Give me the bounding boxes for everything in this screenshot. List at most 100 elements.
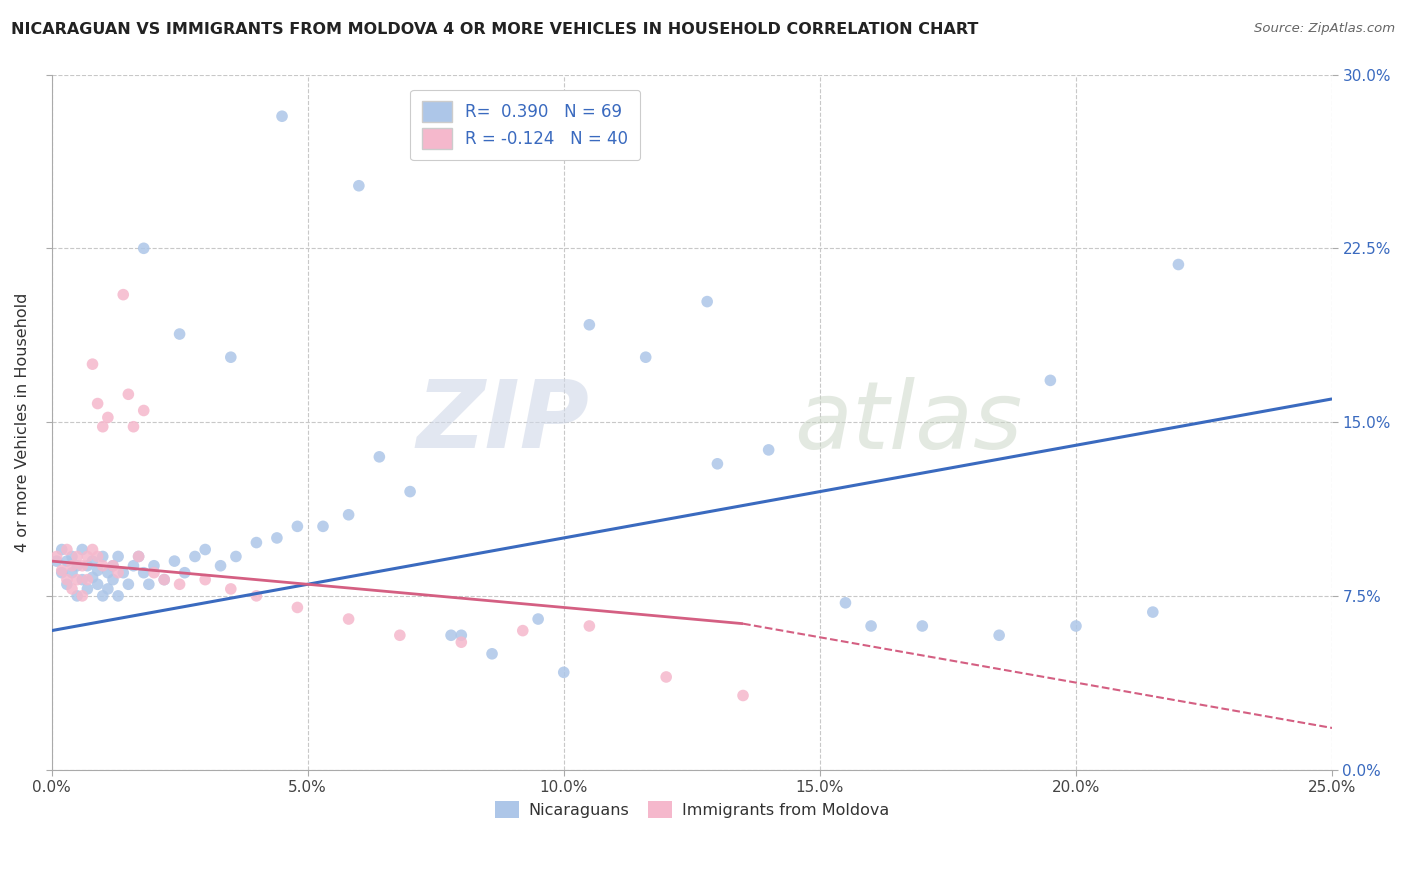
Point bbox=[128, 549, 150, 564]
Point bbox=[72, 573, 94, 587]
Point bbox=[312, 519, 335, 533]
Point bbox=[368, 450, 391, 464]
Point bbox=[1064, 619, 1087, 633]
Point bbox=[56, 554, 79, 568]
Point bbox=[86, 549, 108, 564]
Point bbox=[163, 554, 186, 568]
Point bbox=[138, 577, 160, 591]
Point bbox=[60, 582, 83, 596]
Point bbox=[107, 549, 129, 564]
Point bbox=[76, 582, 98, 596]
Point bbox=[634, 350, 657, 364]
Point bbox=[101, 558, 124, 573]
Point bbox=[194, 573, 217, 587]
Point bbox=[101, 573, 124, 587]
Point bbox=[91, 549, 114, 564]
Point bbox=[143, 566, 166, 580]
Point bbox=[337, 612, 360, 626]
Point bbox=[60, 566, 83, 580]
Point bbox=[82, 570, 104, 584]
Point bbox=[440, 628, 463, 642]
Point bbox=[97, 582, 120, 596]
Point bbox=[245, 589, 267, 603]
Point bbox=[834, 596, 856, 610]
Point bbox=[51, 563, 73, 577]
Point bbox=[731, 689, 754, 703]
Point bbox=[97, 410, 120, 425]
Point bbox=[219, 350, 242, 364]
Point bbox=[66, 549, 89, 564]
Point bbox=[91, 558, 114, 573]
Text: NICARAGUAN VS IMMIGRANTS FROM MOLDOVA 4 OR MORE VEHICLES IN HOUSEHOLD CORRELATIO: NICARAGUAN VS IMMIGRANTS FROM MOLDOVA 4 … bbox=[11, 22, 979, 37]
Point bbox=[271, 109, 294, 123]
Point bbox=[132, 403, 155, 417]
Point bbox=[72, 558, 94, 573]
Point bbox=[76, 573, 98, 587]
Point bbox=[51, 542, 73, 557]
Point bbox=[107, 589, 129, 603]
Point bbox=[82, 554, 104, 568]
Point bbox=[60, 558, 83, 573]
Point bbox=[225, 549, 247, 564]
Point bbox=[527, 612, 550, 626]
Point bbox=[1167, 258, 1189, 272]
Legend: Nicaraguans, Immigrants from Moldova: Nicaraguans, Immigrants from Moldova bbox=[488, 795, 896, 824]
Point bbox=[287, 600, 309, 615]
Point bbox=[706, 457, 728, 471]
Point bbox=[72, 542, 94, 557]
Point bbox=[758, 442, 780, 457]
Point bbox=[86, 396, 108, 410]
Point bbox=[66, 573, 89, 587]
Point bbox=[169, 577, 191, 591]
Point bbox=[287, 519, 309, 533]
Point bbox=[60, 549, 83, 564]
Point bbox=[117, 387, 139, 401]
Point bbox=[399, 484, 422, 499]
Point bbox=[169, 326, 191, 341]
Point bbox=[266, 531, 288, 545]
Point bbox=[512, 624, 534, 638]
Point bbox=[112, 287, 135, 301]
Point bbox=[101, 558, 124, 573]
Point bbox=[56, 542, 79, 557]
Point bbox=[86, 563, 108, 577]
Point bbox=[143, 558, 166, 573]
Point bbox=[194, 542, 217, 557]
Point bbox=[86, 577, 108, 591]
Point bbox=[82, 542, 104, 557]
Point bbox=[72, 589, 94, 603]
Text: Source: ZipAtlas.com: Source: ZipAtlas.com bbox=[1254, 22, 1395, 36]
Point bbox=[122, 419, 145, 434]
Point bbox=[132, 566, 155, 580]
Point bbox=[655, 670, 678, 684]
Point bbox=[245, 535, 267, 549]
Point bbox=[122, 558, 145, 573]
Point bbox=[56, 573, 79, 587]
Point bbox=[388, 628, 411, 642]
Point bbox=[66, 558, 89, 573]
Point bbox=[82, 357, 104, 371]
Point bbox=[66, 589, 89, 603]
Text: ZIP: ZIP bbox=[416, 376, 589, 468]
Point bbox=[347, 178, 370, 193]
Point bbox=[76, 558, 98, 573]
Point bbox=[173, 566, 195, 580]
Point bbox=[107, 566, 129, 580]
Point bbox=[76, 549, 98, 564]
Point bbox=[56, 577, 79, 591]
Point bbox=[153, 573, 176, 587]
Point bbox=[450, 628, 472, 642]
Point bbox=[91, 419, 114, 434]
Point bbox=[219, 582, 242, 596]
Point bbox=[450, 635, 472, 649]
Point bbox=[988, 628, 1011, 642]
Point bbox=[117, 577, 139, 591]
Point bbox=[578, 318, 600, 332]
Point bbox=[1142, 605, 1164, 619]
Point bbox=[112, 566, 135, 580]
Point bbox=[45, 554, 67, 568]
Point bbox=[911, 619, 934, 633]
Point bbox=[337, 508, 360, 522]
Point bbox=[184, 549, 207, 564]
Point bbox=[481, 647, 503, 661]
